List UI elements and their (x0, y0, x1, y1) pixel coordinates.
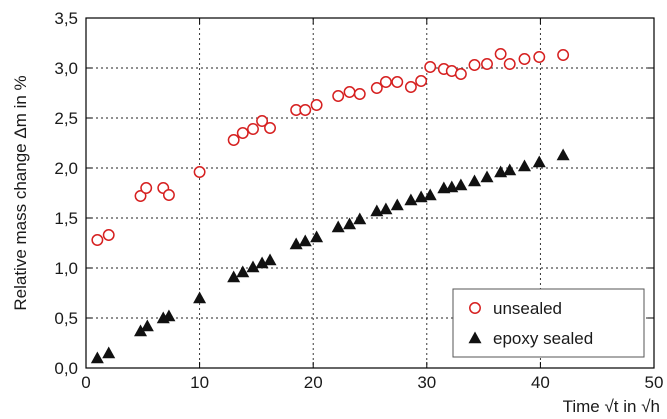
epoxy-sealed-point (404, 193, 418, 206)
epoxy-sealed-point (390, 198, 404, 211)
epoxy-sealed-point (255, 256, 269, 269)
epoxy-sealed-point (468, 174, 482, 187)
y-tick-label: 0,0 (54, 359, 78, 378)
epoxy-sealed-point (162, 309, 176, 322)
x-tick-label: 0 (81, 373, 90, 392)
unsealed-point (332, 90, 345, 102)
epoxy-sealed-point (102, 346, 116, 359)
epoxy-sealed-point (370, 204, 384, 217)
y-tick-label: 3,5 (54, 9, 78, 28)
y-tick-label: 1,0 (54, 259, 78, 278)
legend-items: unsealed epoxy sealed (468, 299, 593, 348)
unsealed-point (264, 122, 276, 134)
unsealed-point (379, 76, 392, 88)
unsealed-point (102, 229, 115, 241)
y-tick-label: 2,5 (54, 109, 78, 128)
x-tick-label: 30 (417, 373, 436, 392)
legend-label-unsealed: unsealed (493, 299, 562, 318)
epoxy-sealed-point (353, 212, 367, 225)
unsealed-point (299, 104, 312, 116)
epoxy-sealed-point (310, 230, 324, 243)
unsealed-point (134, 190, 147, 202)
epoxy-sealed-point (494, 165, 508, 178)
unsealed-point (518, 53, 531, 65)
legend-marker-unsealed (469, 302, 481, 314)
y-tick-label: 0,5 (54, 309, 78, 328)
unsealed-point (91, 234, 104, 246)
plot-frame (85, 17, 655, 369)
unsealed-point (424, 61, 437, 73)
epoxy-sealed-point (263, 253, 277, 266)
unsealed-point (481, 58, 493, 70)
unsealed-point (353, 88, 366, 100)
unsealed-point (193, 166, 206, 178)
epoxy-sealed-point (140, 319, 154, 332)
epoxy-sealed-point (298, 234, 312, 247)
epoxy-sealed-point (556, 148, 570, 161)
epoxy-sealed-point (454, 178, 468, 191)
unsealed-point (415, 75, 428, 87)
unsealed-point (533, 51, 546, 63)
unsealed-point (162, 189, 175, 201)
epoxy-sealed-point (343, 217, 357, 230)
epoxy-sealed-point (246, 260, 260, 273)
x-tick-label: 50 (645, 373, 664, 392)
x-axis-label: Time √t in √h (563, 397, 660, 416)
epoxy-sealed-point (423, 188, 437, 201)
y-tick-label: 1,5 (54, 209, 78, 228)
unsealed-point (370, 82, 383, 94)
unsealed-point (391, 76, 404, 88)
unsealed-point (404, 81, 417, 93)
y-tick-label: 3,0 (54, 59, 78, 78)
x-tick-label: 20 (304, 373, 323, 392)
epoxy-sealed-point (532, 155, 546, 168)
legend: unsealed epoxy sealed (452, 288, 645, 358)
unsealed-point (454, 68, 467, 80)
unsealed-point (310, 99, 323, 111)
unsealed-point (227, 134, 240, 146)
legend-label-epoxy-sealed: epoxy sealed (493, 329, 593, 348)
epoxy-sealed-point (480, 170, 494, 183)
x-tick-label: 40 (531, 373, 550, 392)
epoxy-sealed-point (517, 159, 531, 172)
unsealed-point (236, 127, 249, 139)
epoxy-sealed-point (379, 202, 393, 215)
epoxy-sealed-point (414, 190, 428, 203)
unsealed-point (247, 123, 259, 135)
y-tick-label: 2,0 (54, 159, 78, 178)
unsealed-point (343, 86, 356, 98)
tick-layer: 0 10 20 30 40 50 0,0 0,5 1,0 1,5 2,0 2,5 3,0 3,5 (54, 9, 663, 392)
mark-layer (90, 48, 570, 364)
unsealed-point (503, 58, 516, 70)
epoxy-sealed-point (289, 237, 303, 250)
epoxy-sealed-point (236, 265, 250, 278)
epoxy-sealed-point (503, 163, 517, 176)
unsealed-point (256, 115, 269, 127)
epoxy-sealed-point (193, 291, 207, 304)
unsealed-point (468, 59, 481, 71)
unsealed-point (494, 48, 507, 60)
legend-box (452, 288, 645, 358)
epoxy-sealed-point (445, 180, 459, 193)
epoxy-sealed-point (134, 324, 148, 337)
epoxy-sealed-point (90, 351, 104, 364)
unsealed-point (140, 182, 153, 194)
y-axis-label: Relative mass change Δm in % (11, 75, 30, 310)
legend-marker-epoxy-sealed (468, 331, 482, 344)
epoxy-sealed-point (331, 220, 345, 233)
unsealed-point (557, 49, 570, 61)
x-tick-label: 10 (190, 373, 209, 392)
epoxy-sealed-point (227, 270, 241, 283)
